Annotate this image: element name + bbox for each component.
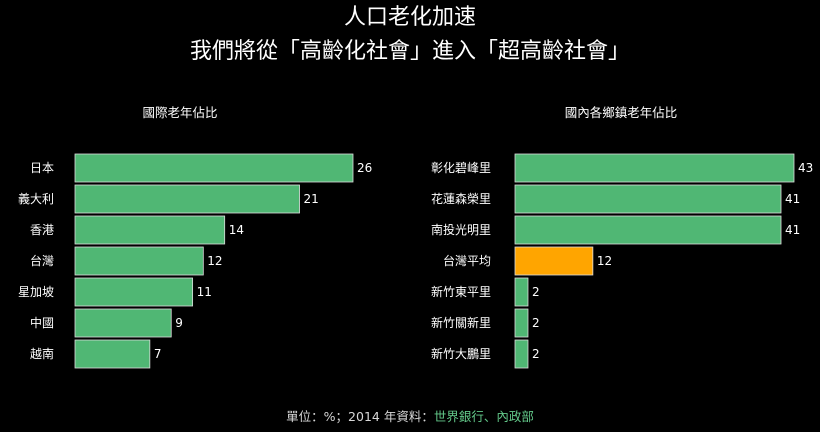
bar-highlight (514, 246, 594, 276)
bar (514, 215, 782, 245)
category-label: 新竹大鵬里 (431, 346, 491, 361)
bar (74, 308, 172, 338)
bar (74, 184, 300, 214)
bar (514, 277, 529, 307)
chart-title-line-1: 人口老化加速 (343, 5, 476, 30)
value-label: 14 (229, 223, 244, 237)
chart-2-title: 國內各鄉鎮老年佔比 (565, 105, 678, 120)
category-label: 彰化碧峰里 (431, 160, 491, 175)
value-label: 12 (207, 254, 222, 268)
chart-1-title: 國際老年佔比 (142, 105, 217, 120)
value-label: 26 (357, 161, 372, 175)
category-label: 香港 (30, 223, 54, 237)
value-label: 11 (197, 285, 212, 299)
category-label: 義大利 (18, 191, 54, 206)
value-label: 2 (532, 285, 540, 299)
chart-title-line-2: 我們將從「高齡化社會」進入「超高齡社會」 (189, 39, 630, 64)
category-label: 中國 (30, 315, 54, 330)
category-label: 南投光明里 (431, 222, 491, 237)
footer-unit: 單位：%；2014 年資料： (286, 409, 434, 424)
value-label: 41 (785, 223, 800, 237)
bar (514, 339, 529, 369)
bar (74, 153, 354, 183)
category-label: 星加坡 (18, 285, 54, 299)
value-label: 41 (785, 192, 800, 206)
footer-note: 單位：%；2014 年資料：世界銀行、內政部 (0, 406, 820, 425)
value-label: 7 (154, 347, 162, 361)
bar (74, 246, 204, 276)
value-label: 21 (304, 192, 319, 206)
value-label: 43 (798, 161, 813, 175)
value-label: 2 (532, 316, 540, 330)
category-label: 越南 (30, 346, 54, 361)
bar (74, 277, 194, 307)
category-label: 台灣 (30, 253, 54, 268)
category-label: 新竹東平里 (431, 284, 491, 299)
value-label: 9 (175, 316, 183, 330)
bar (514, 308, 529, 338)
category-label: 台灣平均 (443, 253, 491, 268)
category-label: 日本 (30, 161, 54, 175)
value-label: 2 (532, 347, 540, 361)
bar (74, 215, 226, 245)
bar (514, 153, 795, 183)
value-label: 12 (597, 254, 612, 268)
category-label: 花蓮森榮里 (431, 191, 491, 206)
footer-sources: 世界銀行、內政部 (433, 409, 534, 424)
bar (74, 339, 151, 369)
category-label: 新竹關新里 (431, 315, 491, 330)
bar (514, 184, 782, 214)
